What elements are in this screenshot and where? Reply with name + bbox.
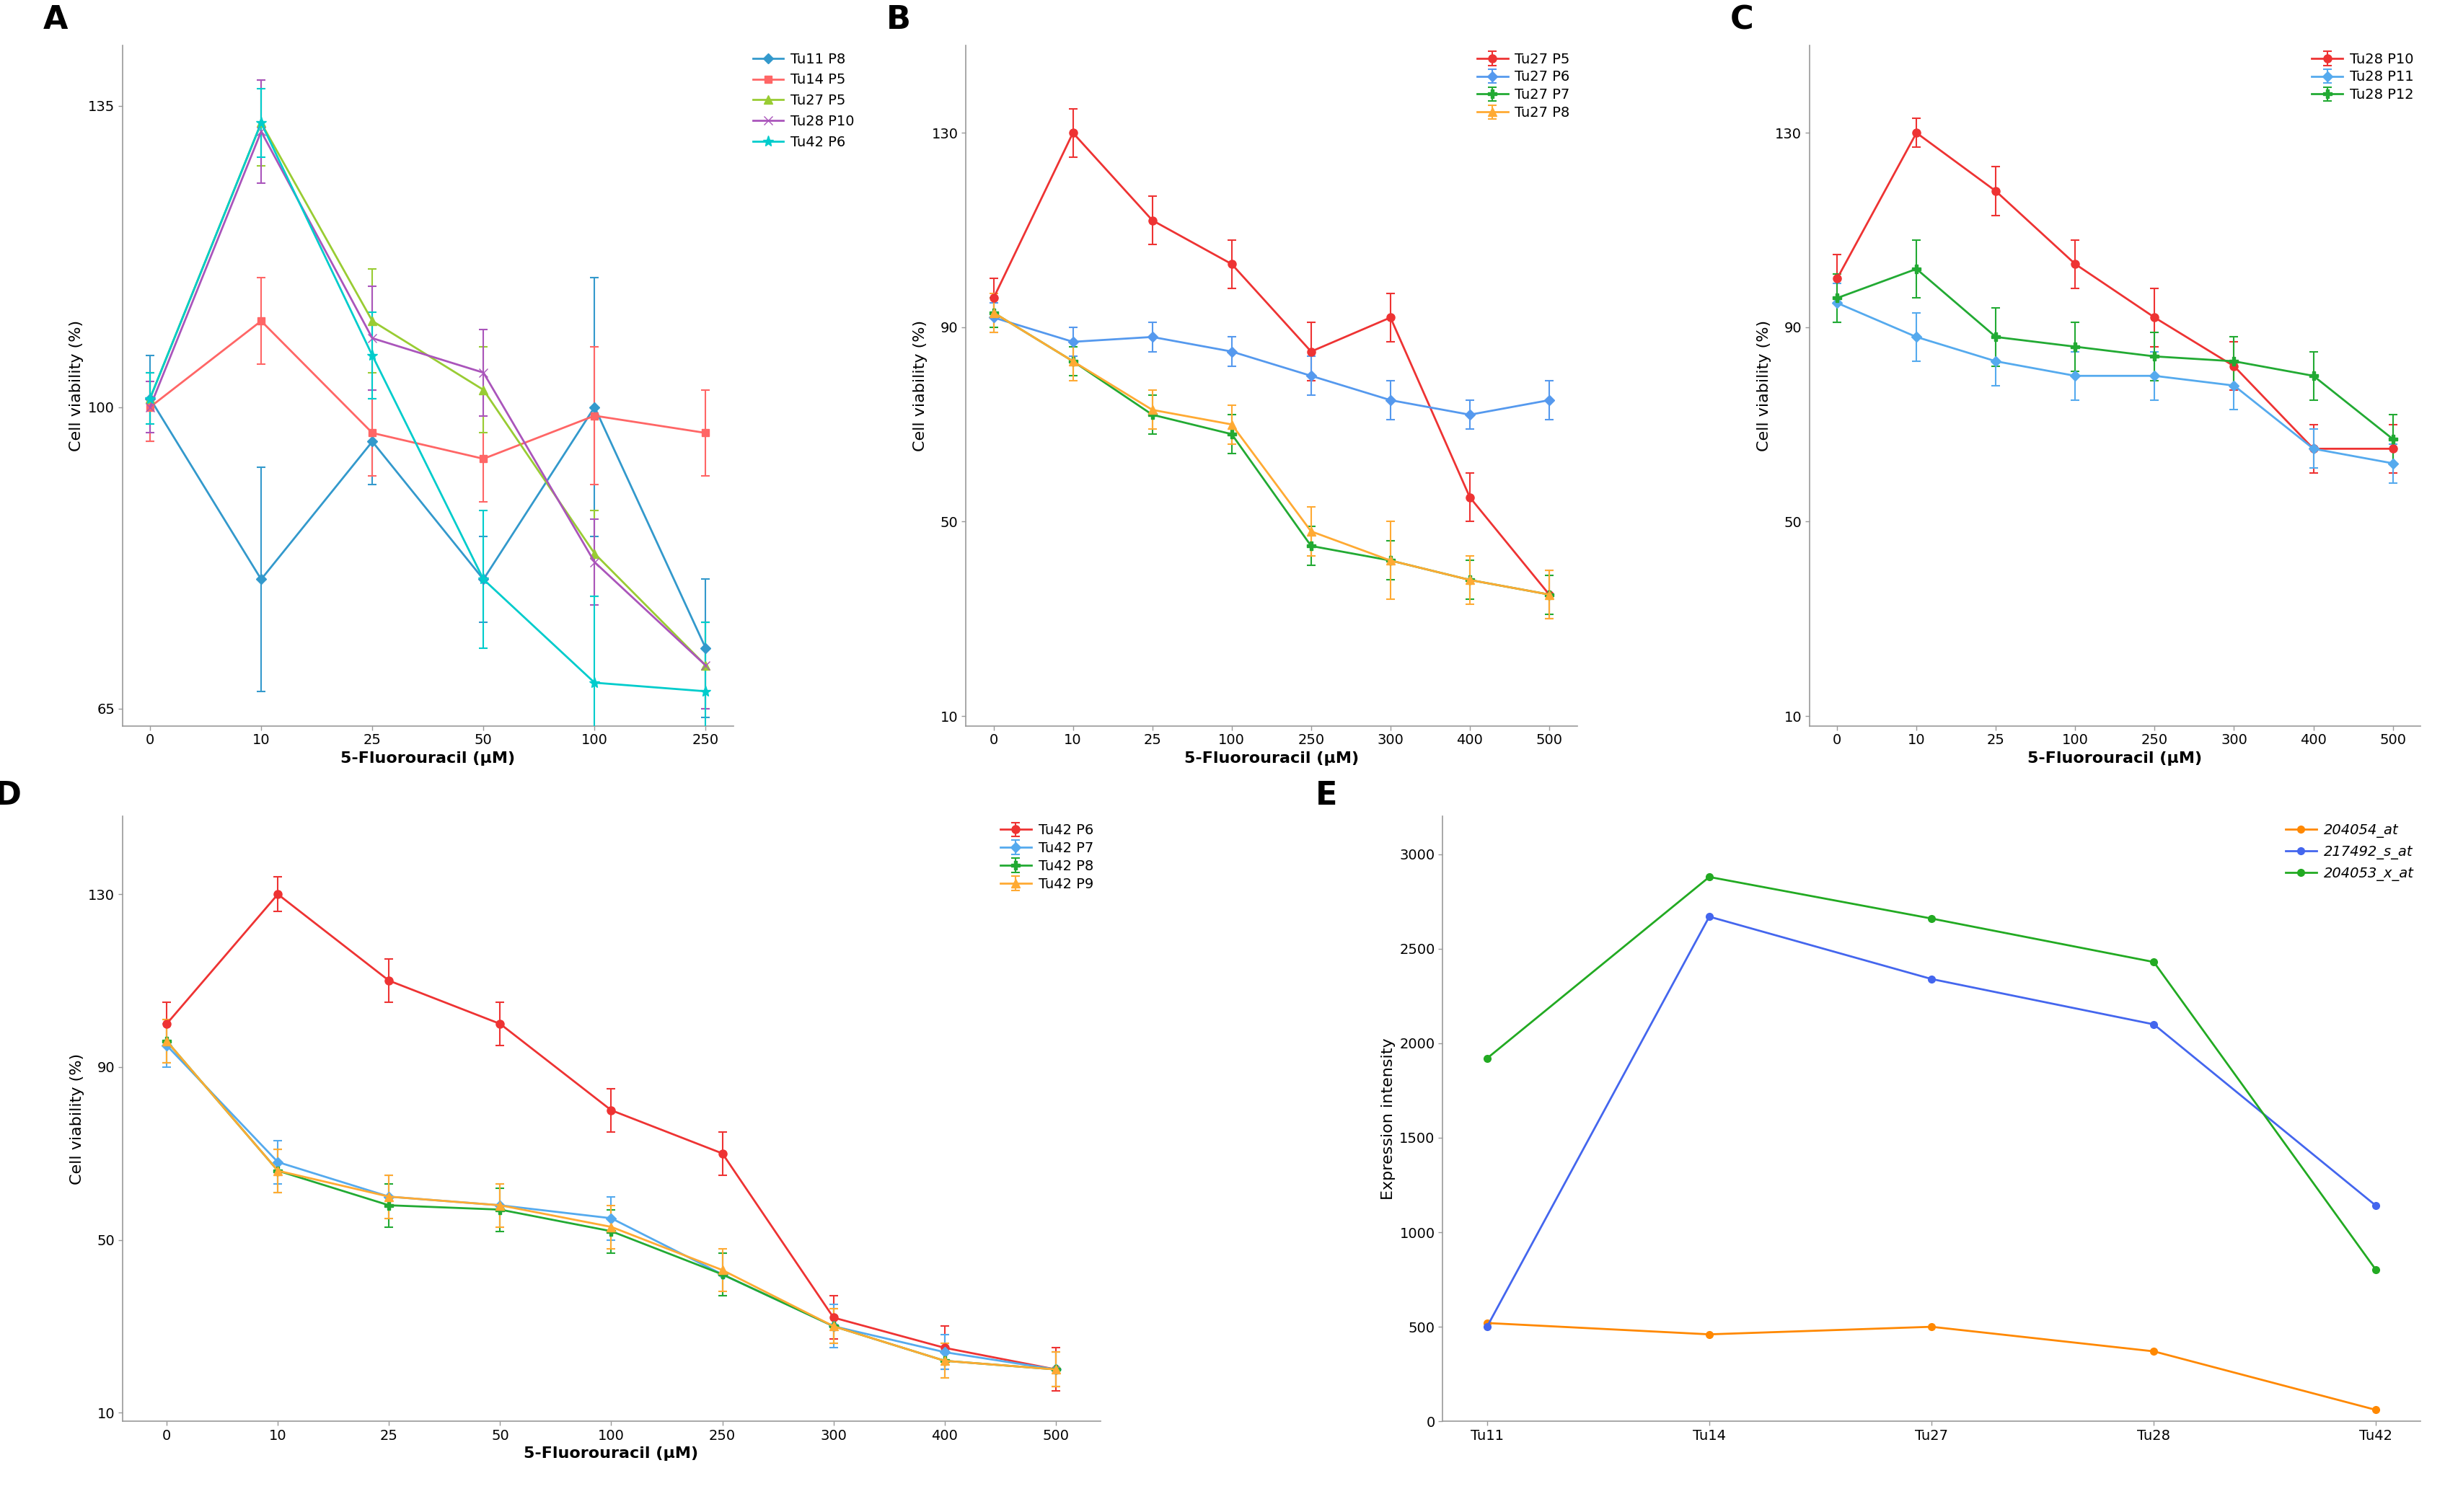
Text: E: E [1315, 780, 1337, 812]
Text: B: B [885, 5, 912, 36]
204053_x_at [1917, 910, 1946, 928]
217492_s_at [2139, 1016, 2169, 1034]
Text: A: A [44, 5, 68, 36]
Legend: 204054_at, 217492_s_at, 204053_x_at: 204054_at, 217492_s_at, 204053_x_at [2286, 824, 2413, 881]
Legend: Tu28 P10, Tu28 P11, Tu28 P12: Tu28 P10, Tu28 P11, Tu28 P12 [2313, 53, 2413, 101]
X-axis label: 5-Fluorouracil (μM): 5-Fluorouracil (μM) [2027, 751, 2203, 765]
217492_s_at [1694, 907, 1724, 925]
X-axis label: 5-Fluorouracil (μM): 5-Fluorouracil (μM) [340, 751, 516, 765]
Text: D: D [0, 780, 22, 812]
204054_at [1694, 1325, 1724, 1344]
204053_x_at [2362, 1261, 2391, 1279]
204054_at [1472, 1314, 1501, 1332]
Y-axis label: Expression intensity: Expression intensity [1381, 1037, 1396, 1201]
X-axis label: 5-Fluorouracil (μM): 5-Fluorouracil (μM) [1183, 751, 1359, 765]
217492_s_at [1472, 1317, 1501, 1337]
Line: 204053_x_at: 204053_x_at [1484, 874, 2379, 1273]
Line: 204054_at: 204054_at [1484, 1320, 2379, 1414]
X-axis label: 5-Fluorouracil (μM): 5-Fluorouracil (μM) [523, 1447, 699, 1461]
Text: C: C [1729, 5, 1753, 36]
204054_at [1917, 1317, 1946, 1337]
Legend: Tu11 P8, Tu14 P5, Tu27 P5, Tu28 P10, Tu42 P6: Tu11 P8, Tu14 P5, Tu27 P5, Tu28 P10, Tu4… [753, 53, 853, 148]
Y-axis label: Cell viability (%): Cell viability (%) [68, 1054, 83, 1184]
204053_x_at [1472, 1049, 1501, 1067]
204053_x_at [2139, 953, 2169, 971]
204054_at [2362, 1400, 2391, 1418]
Y-axis label: Cell viability (%): Cell viability (%) [1756, 321, 1770, 451]
217492_s_at [2362, 1198, 2391, 1216]
Legend: Tu27 P5, Tu27 P6, Tu27 P7, Tu27 P8: Tu27 P5, Tu27 P6, Tu27 P7, Tu27 P8 [1477, 53, 1570, 119]
217492_s_at [1917, 971, 1946, 989]
Y-axis label: Cell viability (%): Cell viability (%) [912, 321, 927, 451]
204053_x_at [1694, 868, 1724, 886]
Line: 217492_s_at: 217492_s_at [1484, 913, 2379, 1331]
204054_at [2139, 1343, 2169, 1361]
Legend: Tu42 P6, Tu42 P7, Tu42 P8, Tu42 P9: Tu42 P6, Tu42 P7, Tu42 P8, Tu42 P9 [1000, 824, 1093, 891]
Y-axis label: Cell viability (%): Cell viability (%) [68, 321, 83, 451]
